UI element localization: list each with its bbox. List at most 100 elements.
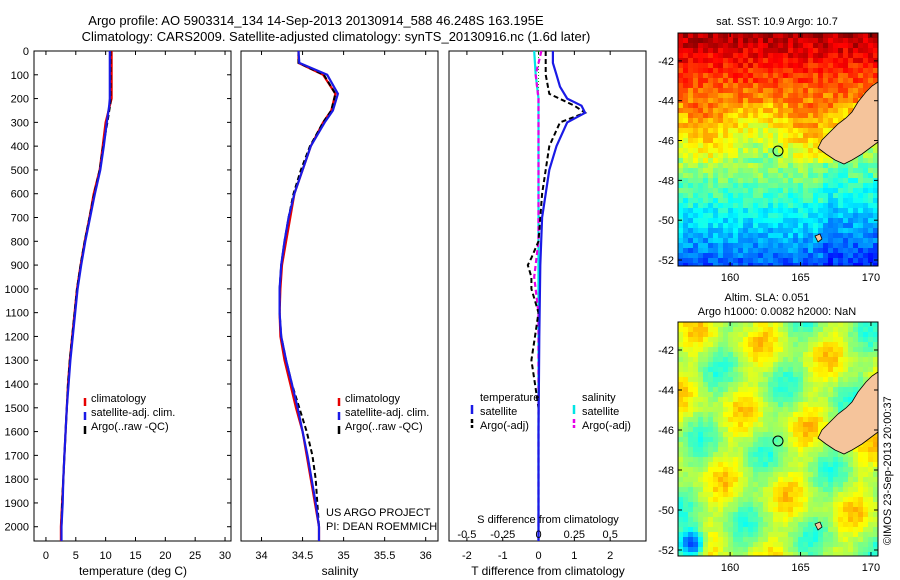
temperature-xlabel: temperature (deg C)	[79, 564, 187, 578]
x-tick-label: -2	[462, 550, 472, 562]
imos-credit: ©IMOS 23-Sep-2013 20:00:37	[882, 396, 894, 545]
salinity-legend: climatology satellite-adj. clim. Argo(..…	[337, 393, 429, 434]
x-tick-label: 2	[607, 550, 613, 562]
lat-tick-label: -48	[658, 465, 674, 477]
depth-tick-label: 1200	[5, 331, 29, 343]
sst-map: sat. SST: 10.9 Argo: 10.7 -42 -44 -46 -48 -5…	[658, 16, 880, 284]
t-difference-xlabel: T difference from climatology	[471, 564, 625, 578]
lat-tick-label: -52	[658, 545, 674, 557]
lat-tick-label: -44	[658, 96, 674, 108]
temperature-axes-box	[33, 50, 232, 542]
x-tick-label: 30	[219, 550, 231, 562]
salinity-legend-argo: Argo(..raw -QC)	[345, 421, 423, 433]
legend-t-satellite: satellite	[480, 406, 517, 418]
s-diff-tick-label: 0	[535, 529, 541, 541]
depth-tick-label: 1400	[5, 379, 29, 391]
sst-map-frame	[677, 32, 879, 267]
depth-tick-label: 200	[11, 94, 29, 106]
legend-salinity-title: salinity	[582, 392, 616, 404]
x-tick-label: 36	[420, 550, 432, 562]
depth-tick-label: 0	[23, 46, 29, 58]
salinity-panel: 34 34.5 35 35.5 36 salinity climatology sate…	[240, 50, 439, 578]
x-tick-label: -1	[498, 550, 508, 562]
sst-argo-marker	[772, 145, 784, 157]
depth-tick-label: 100	[11, 70, 29, 82]
temperature-legend: climatology satellite-adj. clim. Argo(..…	[83, 393, 175, 434]
s-diff-tick-label: 0.5	[603, 529, 618, 541]
legend-s-satellite: satellite	[582, 406, 619, 418]
lon-tick-label: 165	[791, 272, 809, 284]
salinity-legend-climatology: climatology	[345, 393, 401, 405]
sst-field	[678, 33, 879, 267]
temperature-panel: 0100200300400500600700800900100011001200…	[5, 46, 646, 578]
salinity-xlabel: salinity	[322, 564, 359, 578]
t-diff-satellite-line	[537, 51, 587, 541]
depth-tick-label: 1100	[5, 308, 29, 320]
lat-tick-label: -46	[658, 425, 674, 437]
sla-map: Altim. SLA: 0.051 Argo h1000: 0.0082 h20…	[658, 292, 880, 574]
depth-tick-label: 300	[11, 117, 29, 129]
credit-pi: PI: DEAN ROEMMICH	[326, 521, 437, 533]
lat-tick-label: -48	[658, 175, 674, 187]
lon-tick-label: 170	[862, 562, 880, 574]
depth-tick-label: 400	[11, 141, 29, 153]
sst-map-title: sat. SST: 10.9 Argo: 10.7	[716, 16, 838, 28]
sla-map-title1: Altim. SLA: 0.051	[725, 292, 810, 304]
difference-legend: temperature satellite Argo(-adj) salinit…	[470, 392, 631, 432]
temperature-legend-argo: Argo(..raw -QC)	[91, 421, 169, 433]
s-diff-tick-label: -0.25	[490, 529, 515, 541]
depth-tick-label: 600	[11, 189, 29, 201]
s-diff-tick-label: 0.25	[564, 529, 585, 541]
depth-tick-label: 2000	[5, 522, 29, 534]
lon-tick-label: 160	[721, 562, 739, 574]
sla-argo-marker	[772, 435, 784, 447]
s-diff-argo-line	[533, 50, 543, 541]
sla-map-frame	[677, 321, 879, 557]
lat-tick-label: -50	[658, 215, 674, 227]
salinity-axes-box	[240, 50, 439, 542]
s-difference-title: S difference from climatology	[477, 514, 619, 526]
salinity-argo-line	[278, 51, 337, 541]
credit-project: US ARGO PROJECT	[326, 507, 431, 519]
x-tick-label: 0	[43, 550, 49, 562]
lat-tick-label: -46	[658, 136, 674, 148]
x-tick-label: 15	[129, 550, 141, 562]
header-line1: Argo profile: AO 5903314_134 14-Sep-2013…	[88, 13, 544, 28]
legend-temperature-title: temperature	[480, 392, 539, 404]
temperature-satellite-line	[60, 51, 111, 541]
sst-island	[814, 233, 823, 243]
legend-s-argo: Argo(-adj)	[582, 420, 631, 432]
salinity-satellite-line	[278, 50, 340, 541]
depth-tick-label: 1900	[5, 498, 29, 510]
lat-tick-label: -42	[658, 56, 674, 68]
depth-tick-label: 500	[11, 165, 29, 177]
depth-tick-label: 700	[11, 213, 29, 225]
x-tick-label: 1	[571, 550, 577, 562]
lat-tick-label: -42	[658, 345, 674, 357]
depth-tick-label: 1700	[5, 450, 29, 462]
difference-panel: -2 -1 0 1 2 S difference from climatology -0…	[448, 50, 647, 578]
difference-axes-box	[448, 50, 647, 542]
sla-coastline	[817, 371, 879, 455]
sla-island	[814, 521, 823, 531]
header-line2: Climatology: CARS2009. Satellite-adjuste…	[82, 29, 591, 44]
x-tick-label: 10	[100, 550, 112, 562]
depth-tick-label: 1500	[5, 403, 29, 415]
sst-coastline	[817, 81, 879, 165]
s-diff-tick-label: -0.5	[457, 529, 476, 541]
x-tick-label: 20	[159, 550, 171, 562]
sla-map-title2: Argo h1000: 0.0082 h2000: NaN	[698, 306, 856, 318]
x-tick-label: 35.5	[374, 550, 395, 562]
x-tick-label: 25	[189, 550, 201, 562]
salinity-legend-satellite: satellite-adj. clim.	[345, 407, 429, 419]
lat-tick-label: -52	[658, 255, 674, 267]
lat-tick-label: -44	[658, 385, 674, 397]
depth-tick-label: 800	[11, 236, 29, 248]
lon-tick-label: 160	[721, 272, 739, 284]
temperature-legend-satellite: satellite-adj. clim.	[91, 407, 175, 419]
lon-tick-label: 165	[791, 562, 809, 574]
depth-tick-label: 900	[11, 260, 29, 272]
lat-tick-label: -50	[658, 505, 674, 517]
depth-tick-label: 1300	[5, 355, 29, 367]
